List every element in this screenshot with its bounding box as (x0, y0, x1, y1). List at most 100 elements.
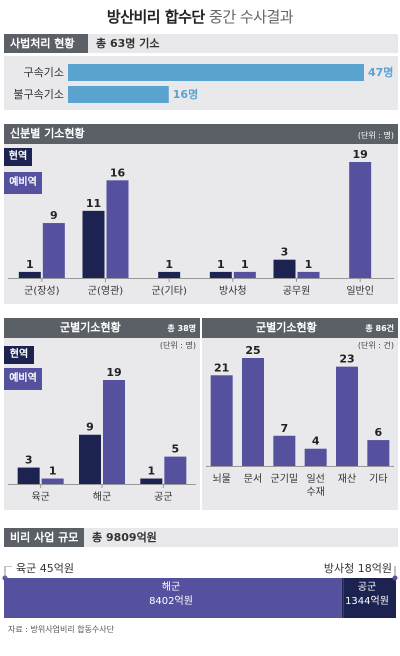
scale-total: 총 9809억원 (92, 531, 157, 544)
by-charge-total: 총 86건 (365, 324, 394, 333)
legend-current: 현역 (4, 346, 34, 364)
bar-value-label: 47명 (368, 65, 393, 79)
by-branch-header: 군별기소현황 (60, 321, 121, 334)
bar (297, 271, 320, 278)
x-tick-label: 문서 (244, 473, 262, 485)
bar-value-label: 1 (26, 258, 34, 271)
bar-value-label: 5 (172, 443, 180, 456)
by-charge-header: 군별기소현황 (256, 321, 317, 334)
prosecution-panel: 구속기소 47명 불구속기소 16명 (4, 56, 398, 110)
bar (233, 271, 256, 278)
by-branch-header-bar: 군별기소현황 총 38명 (4, 318, 200, 338)
bar-value-label: 4 (312, 435, 320, 448)
bar (158, 271, 181, 278)
bar (140, 478, 163, 484)
airforce-segment (343, 578, 396, 618)
by-branch-panel: (단위 : 명) 3 1 육군 9 19 해군 1 5 공군 현역 예비역 (4, 338, 200, 510)
army-label: 육군 45억원 (16, 562, 74, 575)
by-status-header-bar: 신분별 기소현황 (4, 124, 398, 144)
dapa-marker (392, 575, 398, 581)
scale-chart (2, 566, 398, 618)
scale-header-bar: 비리 사업 규모 총 9809억원 (4, 528, 398, 547)
airforce-amount: 1344억원 (345, 596, 389, 607)
bar-value-label: 21 (214, 361, 229, 374)
x-tick-label: 일선 (306, 473, 324, 485)
bar (68, 86, 169, 103)
x-tick-label: 군기밀 (271, 473, 299, 485)
bar (242, 358, 264, 466)
by-charge-panel: (단위 : 건) 21 뇌물 25 문서 7 군기밀 4 일선 수재 23 재산 6 기타 (202, 338, 398, 510)
bar (304, 448, 327, 466)
bar-value-label: 1 (241, 258, 249, 271)
bar (273, 259, 296, 278)
bar-value-label: 23 (339, 353, 354, 366)
bar (103, 380, 125, 484)
by-status-unit: (단위 : 명) (357, 131, 394, 140)
bar (273, 435, 296, 466)
bar (349, 162, 372, 278)
navy-segment (6, 578, 342, 618)
x-tick-label: 공군 (154, 491, 172, 503)
airforce-block-label: 공군 1344억원 (338, 581, 396, 609)
legend-reserve: 예비역 (4, 172, 42, 194)
bar-value-label: 1 (305, 258, 313, 271)
bar-value-label: 19 (106, 366, 121, 379)
navy-block-label: 해군 8402억원 (4, 581, 338, 609)
dapa-label: 방사청 18억원 (323, 562, 392, 575)
bar-value-label: 1 (165, 258, 173, 271)
x-tick-label: 군(장성) (24, 285, 60, 297)
x-tick-label: 방사청 (219, 285, 247, 297)
by-branch-total: 총 38명 (167, 324, 196, 333)
bar (367, 440, 390, 466)
source-note: 자료 : 방위사업비리 합동수사단 (8, 625, 115, 634)
by-branch-unit: (단위 : 명) (159, 341, 196, 350)
bar (41, 478, 64, 484)
legend-current: 현역 (4, 148, 32, 166)
prosecution-header: 사법처리 현황 (4, 34, 88, 53)
bar (336, 366, 358, 466)
bar (18, 271, 41, 278)
bar (82, 210, 105, 278)
bar-value-label: 16명 (173, 87, 198, 101)
bar-category-label: 구속기소 (24, 66, 64, 79)
bar-value-label: 3 (25, 454, 33, 467)
airforce-name: 공군 (357, 582, 377, 593)
x-tick-label: 군(영관) (88, 285, 124, 297)
bar (164, 456, 187, 484)
bar-value-label: 1 (49, 465, 57, 478)
by-status-header: 신분별 기소현황 (10, 127, 85, 140)
bar-value-label: 1 (217, 258, 225, 271)
x-tick-label: 기타 (369, 473, 387, 485)
bar (17, 467, 40, 484)
bar (42, 223, 65, 278)
dapa-segment (341, 578, 344, 618)
prosecution-header-bar: 사법처리 현황 총 63명 기소 (4, 34, 398, 53)
by-branch-chart: 3 1 육군 9 19 해군 1 5 공군 (8, 366, 196, 503)
x-tick-label: 재산 (338, 473, 356, 485)
bar-value-label: 9 (86, 421, 94, 434)
scale-header: 비리 사업 규모 (4, 528, 84, 547)
army-segment (4, 578, 6, 618)
bar-value-label: 25 (245, 344, 260, 357)
x-tick-label: 군(기타) (151, 285, 187, 297)
x-tick-label: 공무원 (283, 285, 311, 297)
bar (79, 434, 101, 484)
page-title: 방산비리 합수단 중간 수사결과 (0, 6, 400, 27)
bar-value-label: 1 (148, 465, 156, 478)
bar-value-label: 19 (353, 148, 368, 161)
legend-reserve: 예비역 (4, 368, 42, 390)
bar (210, 375, 233, 466)
by-charge-header-bar: 군별기소현황 총 86건 (202, 318, 398, 338)
x-tick-label: 일반인 (346, 285, 374, 297)
bar (68, 64, 364, 81)
x-tick-label: 뇌물 (212, 473, 230, 485)
x-tick-label: 해군 (93, 490, 111, 503)
navy-amount: 8402억원 (149, 596, 193, 607)
bar (106, 180, 129, 278)
bar-value-label: 11 (86, 197, 101, 210)
title-bold: 방산비리 합수단 (106, 8, 205, 26)
bar-value-label: 3 (281, 246, 289, 259)
